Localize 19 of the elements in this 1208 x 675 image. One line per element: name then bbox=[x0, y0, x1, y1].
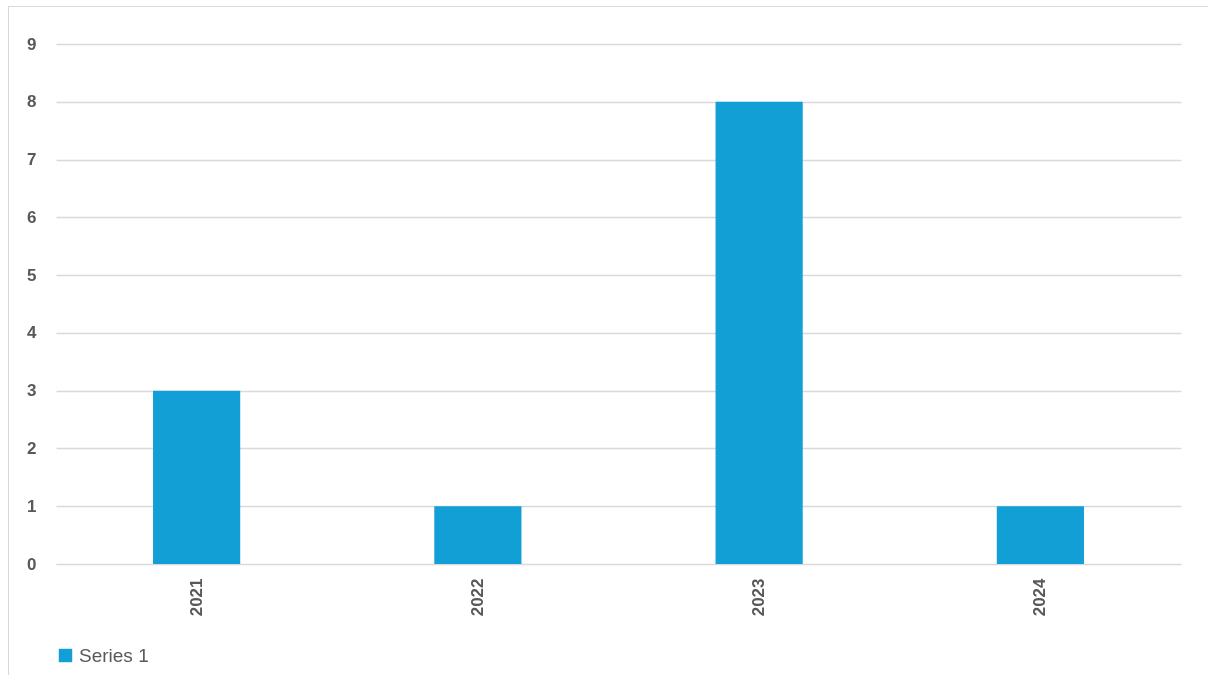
y-tick-label: 4 bbox=[27, 323, 38, 343]
x-tick-label: 2024 bbox=[1030, 577, 1050, 617]
y-tick-label: 9 bbox=[27, 34, 37, 54]
y-tick-label: 3 bbox=[27, 381, 37, 401]
bar bbox=[153, 390, 241, 564]
bar bbox=[434, 506, 522, 564]
y-tick-label: 0 bbox=[27, 554, 37, 574]
y-tick-label: 8 bbox=[27, 92, 37, 112]
y-tick-label: 6 bbox=[27, 207, 37, 227]
legend-label: Series 1 bbox=[79, 644, 149, 666]
y-tick-label: 7 bbox=[27, 150, 37, 170]
x-tick-label: 2022 bbox=[467, 578, 487, 617]
bar bbox=[715, 101, 803, 564]
y-tick-label: 1 bbox=[27, 496, 37, 516]
x-tick-label: 2021 bbox=[186, 578, 206, 617]
x-tick-label: 2023 bbox=[749, 578, 769, 617]
bar bbox=[996, 506, 1084, 564]
y-tick-label: 5 bbox=[27, 265, 37, 285]
y-tick-label: 2 bbox=[27, 438, 37, 458]
